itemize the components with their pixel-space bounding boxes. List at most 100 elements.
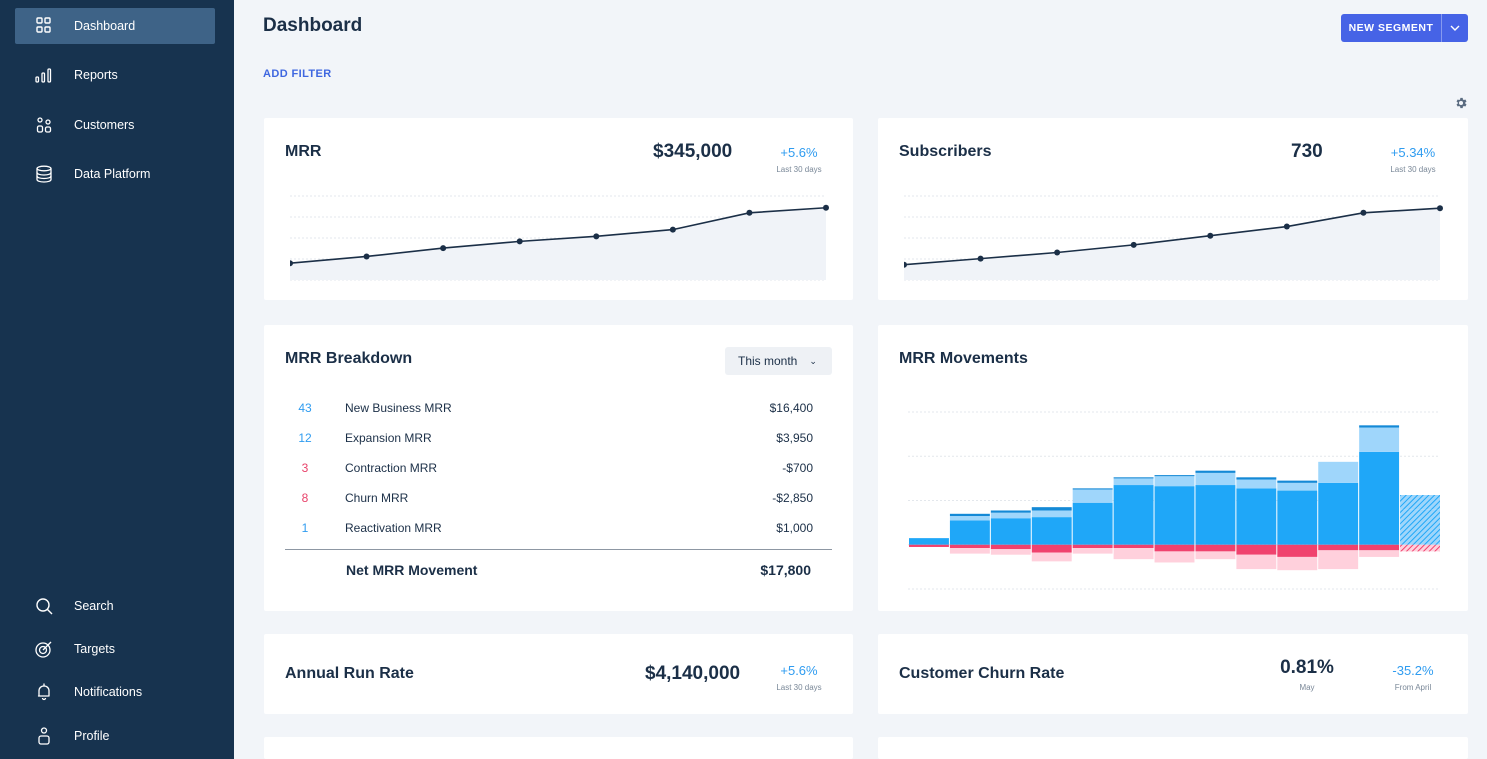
sidebar-item-label: Reports (74, 68, 118, 82)
breakdown-row[interactable]: 1 Reactivation MRR $1,000 (285, 521, 813, 541)
movement-bar-segment (1318, 461, 1359, 483)
breakdown-name: Reactivation MRR (345, 521, 442, 535)
chevron-down-icon: ⌄ (809, 355, 817, 366)
movement-bar-segment (1359, 425, 1400, 428)
data-point (904, 261, 907, 268)
movement-bar-segment (1072, 488, 1113, 490)
sidebar-item-label: Data Platform (74, 167, 151, 181)
movement-bar-segment (949, 513, 990, 517)
breakdown-count: 1 (301, 521, 309, 535)
movement-bar-segment (1031, 544, 1072, 553)
data-point (746, 209, 753, 216)
bar-chart-icon (35, 68, 52, 83)
data-point (440, 245, 447, 252)
movement-bar-segment (1195, 470, 1236, 473)
new-segment-dropdown-button[interactable] (1441, 14, 1468, 42)
next-card-left[interactable] (264, 737, 853, 759)
sidebar-item-targets[interactable]: Targets (15, 631, 215, 667)
movement-bar-segment (949, 548, 990, 554)
churn-delta: -35.2% (1392, 663, 1434, 678)
data-point (977, 255, 984, 262)
mrr-delta: +5.6% (780, 145, 818, 160)
movement-bar-segment (1072, 544, 1113, 549)
mrr-sparkline-chart (290, 195, 829, 281)
movement-bar-segment (1400, 544, 1440, 552)
sidebar-item-notifications[interactable]: Notifications (15, 674, 215, 710)
subscribers-delta-label: Last 30 days (1390, 165, 1436, 174)
sidebar-item-label: Customers (74, 118, 135, 132)
annual-run-rate-card[interactable]: Annual Run Rate $4,140,000 +5.6% Last 30… (264, 634, 853, 714)
customer-churn-rate-card[interactable]: Customer Churn Rate 0.81% May -35.2% Fro… (878, 634, 1468, 714)
area-fill (904, 208, 1440, 280)
sidebar-item-search[interactable]: Search (15, 588, 215, 624)
main-content: Dashboard ADD FILTER NEW SEGMENT MRR $34… (234, 0, 1487, 759)
movement-bar-segment (1031, 510, 1072, 518)
period-dropdown[interactable]: This month ⌄ (725, 347, 832, 375)
new-segment-button[interactable]: NEW SEGMENT (1348, 22, 1434, 34)
sidebar-item-label: Dashboard (74, 19, 136, 33)
breakdown-amount: $1,000 (776, 521, 813, 535)
bell-icon (37, 683, 50, 701)
breakdown-row[interactable]: 3 Contraction MRR -$700 (285, 461, 813, 481)
movement-bar-segment (1154, 551, 1195, 563)
movement-bar-segment (1195, 472, 1236, 486)
movement-bar-segment (1318, 482, 1359, 545)
movement-bar-segment (1113, 548, 1154, 560)
churn-value-label: May (1299, 683, 1315, 692)
breakdown-row[interactable]: 8 Churn MRR -$2,850 (285, 491, 813, 511)
breakdown-amount: $3,950 (776, 431, 813, 445)
mrr-breakdown-card: MRR Breakdown This month ⌄ 43 New Busines… (264, 325, 853, 611)
breakdown-row[interactable]: 12 Expansion MRR $3,950 (285, 431, 813, 451)
breakdown-count: 8 (301, 491, 309, 505)
movement-bar-segment (1277, 482, 1318, 491)
mrr-delta-label: Last 30 days (776, 165, 822, 174)
movement-bar-segment (1031, 552, 1072, 562)
sidebar-item-customers[interactable]: Customers (15, 107, 215, 143)
add-filter-link[interactable]: ADD FILTER (263, 68, 332, 80)
movement-bar-segment (1236, 477, 1277, 480)
sidebar-item-dashboard[interactable]: Dashboard (15, 8, 215, 44)
breakdown-amount: -$2,850 (772, 491, 813, 505)
sidebar-item-label: Search (74, 599, 114, 613)
net-mrr-row: Net MRR Movement $17,800 (285, 549, 832, 589)
movement-bar-segment (1277, 556, 1318, 571)
breakdown-name: Expansion MRR (345, 431, 432, 445)
sidebar-item-label: Notifications (74, 685, 143, 699)
breakdown-row[interactable]: 43 New Business MRR $16,400 (285, 401, 813, 421)
subscribers-card[interactable]: Subscribers 730 +5.34% Last 30 days (878, 118, 1468, 300)
arr-value: $4,140,000 (645, 663, 741, 684)
gear-icon[interactable] (1454, 96, 1468, 110)
movement-bar-segment (1236, 544, 1277, 555)
subscribers-sparkline-chart (904, 195, 1443, 281)
breakdown-count: 3 (301, 461, 309, 475)
movement-bar-segment (1154, 544, 1195, 552)
movement-bar-segment (1236, 554, 1277, 570)
sidebar-item-reports[interactable]: Reports (15, 57, 215, 93)
data-point (290, 260, 293, 267)
movement-bar-segment (990, 512, 1031, 519)
mrr-card[interactable]: MRR $345,000 +5.6% Last 30 days (264, 118, 853, 300)
movement-bar-segment (1277, 490, 1318, 545)
arr-delta-label: Last 30 days (776, 683, 822, 692)
mrr-value: $345,000 (653, 141, 733, 162)
series-line (904, 207, 1441, 266)
sidebar-item-data-platform[interactable]: Data Platform (15, 156, 215, 192)
net-mrr-label: Net MRR Movement (346, 562, 478, 578)
customers-icon (36, 117, 52, 133)
database-icon (36, 165, 52, 183)
series-line (290, 206, 827, 264)
data-point (823, 204, 829, 211)
card-title: Subscribers (899, 143, 992, 160)
movement-bar-segment (1113, 485, 1154, 545)
sidebar-item-label: Profile (74, 729, 110, 743)
period-dropdown-value: This month (738, 354, 798, 368)
sidebar-item-profile[interactable]: Profile (15, 718, 215, 754)
churn-delta-label: From April (1394, 683, 1432, 692)
next-card-right[interactable] (878, 737, 1468, 759)
data-point (669, 226, 676, 233)
breakdown-name: Churn MRR (345, 491, 409, 505)
breakdown-count: 12 (298, 431, 312, 445)
movement-bar-segment (1400, 509, 1440, 545)
movement-bar-segment (1154, 476, 1195, 487)
mrr-movements-card[interactable]: MRR Movements (878, 325, 1468, 611)
